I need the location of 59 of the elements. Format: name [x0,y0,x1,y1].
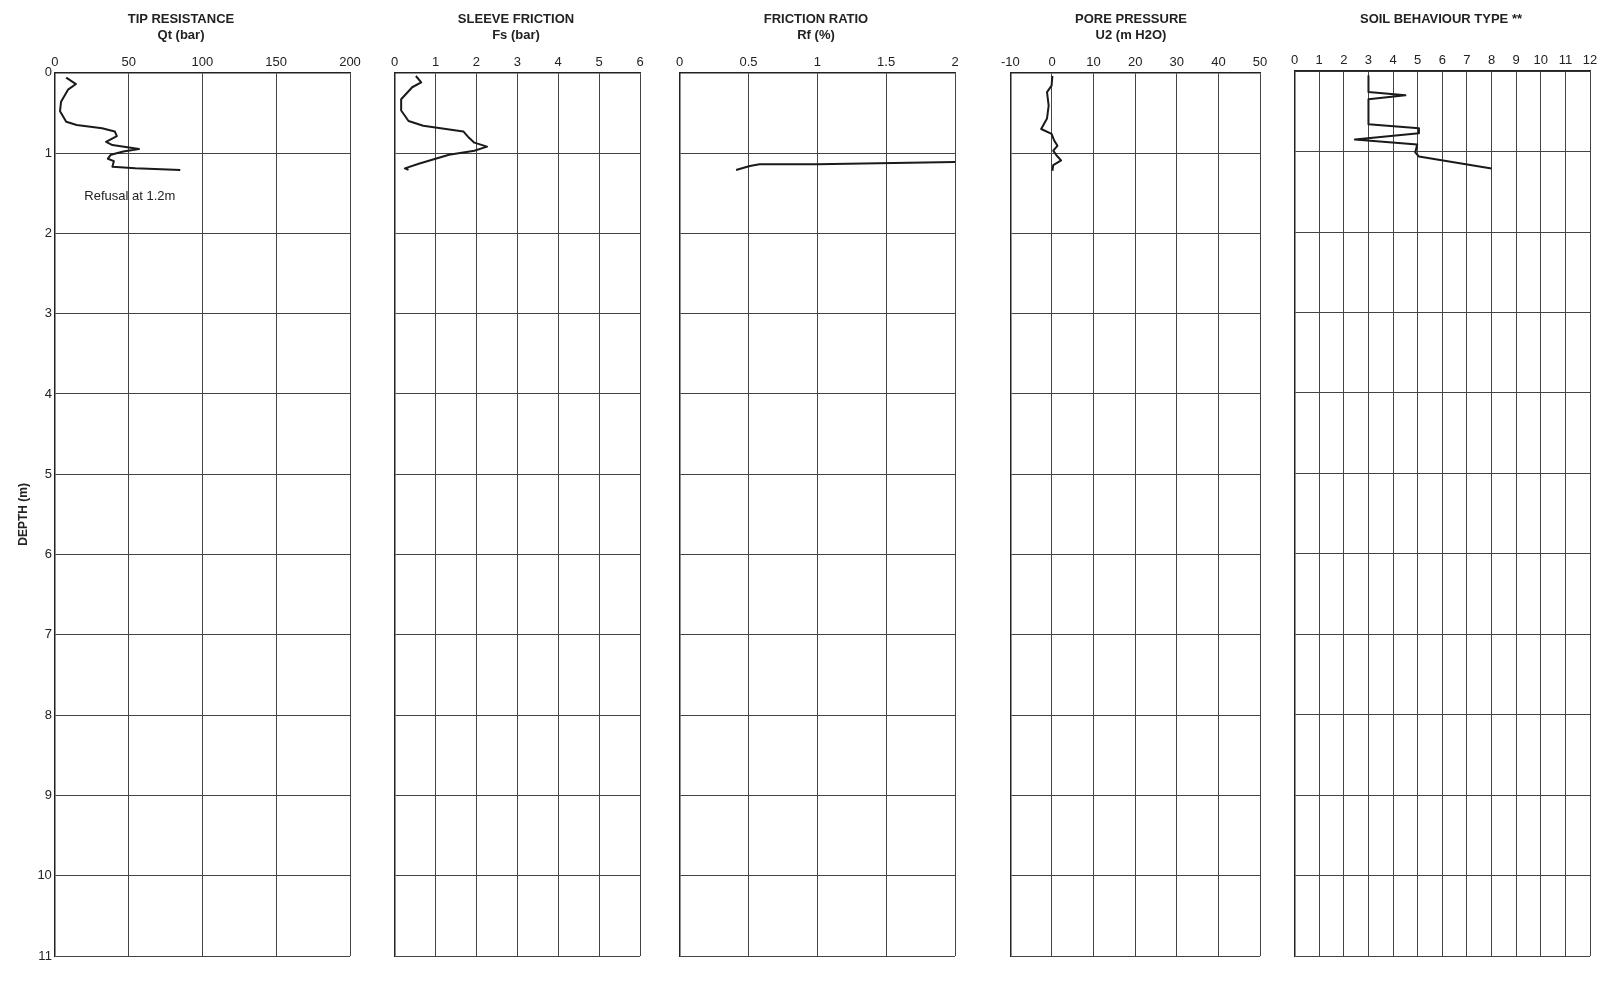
x-tick-label: 3 [513,53,521,69]
x-tick-label: 2 [472,53,481,69]
x-tick-label: 1.5 [877,53,896,69]
annotation: Refusal at 1.2m [84,188,176,204]
y-tick-label: 5 [44,465,52,481]
x-tick-label: 100 [191,53,214,69]
x-tick-label: 4 [1389,51,1397,67]
x-tick-label: 0 [1291,51,1299,67]
y-tick-label: 2 [44,224,52,240]
chart-subtitle: Fs (bar) [492,26,540,42]
x-tick-label: 0 [1048,53,1056,69]
x-tick-label: 9 [1512,51,1520,67]
x-tick-label: 6 [1438,51,1446,67]
x-tick-label: 10 [1533,51,1548,67]
x-tick-label: 50 [121,53,136,69]
y-tick-label: 9 [44,787,52,802]
y-tick-label: 7 [44,626,52,642]
y-tick-label: 0 [44,64,52,80]
chart-subtitle: Qt (bar) [157,26,205,42]
y-tick-label: 3 [44,305,52,321]
x-tick-label: 1 [1315,51,1323,67]
x-tick-label: 8 [1487,51,1496,67]
x-tick-label: 150 [265,53,288,69]
x-tick-label: 1 [813,53,821,69]
chart-title: TIP RESISTANCE [127,11,235,27]
chart-subtitle: U2 (m H2O) [1095,26,1167,42]
x-tick-label: 0.5 [739,53,758,69]
x-tick-label: 12 [1582,51,1598,67]
x-tick-label: 6 [636,53,644,69]
x-tick-label: 30 [1169,53,1185,69]
chart-title: SOIL BEHAVIOUR TYPE ** [1359,11,1523,27]
y-tick-label: 1 [44,144,52,160]
x-tick-label: 2 [1340,51,1348,67]
y-tick-label: 6 [44,546,52,562]
x-tick-label: 10 [1086,53,1101,69]
y-tick-label: 10 [37,867,52,883]
x-tick-label: 11 [1558,51,1573,67]
x-tick-label: 20 [1127,53,1143,69]
y-tick-label: 11 [38,947,52,963]
x-tick-label: 0 [391,53,399,69]
x-tick-label: 40 [1211,53,1226,69]
x-tick-label: 4 [554,53,562,69]
chart-subtitle: Rf (%) [797,26,835,42]
y-axis-title: DEPTH (m) [15,483,30,546]
y-tick-label: 8 [44,706,52,722]
x-tick-label: 7 [1463,51,1471,67]
x-tick-label: 0 [676,53,684,69]
x-tick-label: 3 [1364,51,1373,67]
x-tick-label: 5 [1414,51,1422,67]
chart-title: PORE PRESSURE [1075,11,1188,27]
x-tick-label: 5 [595,53,603,69]
chart-title: FRICTION RATIO [763,11,869,27]
x-tick-label: 200 [339,53,361,69]
x-tick-label: -10 [1001,53,1020,69]
y-tick-label: 4 [44,385,52,401]
x-tick-label: 2 [951,53,959,69]
x-tick-label: 1 [431,53,440,69]
chart-title: SLEEVE FRICTION [457,11,575,27]
x-tick-label: 50 [1252,53,1268,69]
